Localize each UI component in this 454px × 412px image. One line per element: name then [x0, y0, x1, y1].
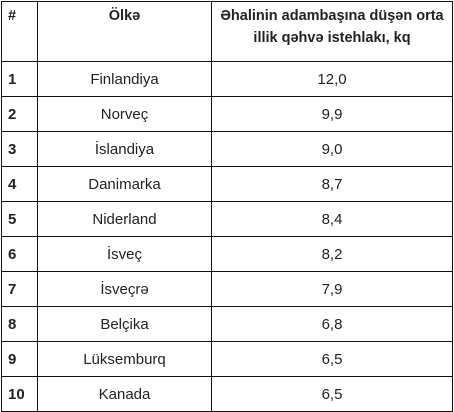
value-cell: 8,2 [211, 236, 453, 272]
value-cell: 8,4 [211, 201, 453, 237]
table-body: 1 Finlandiya 12,0 2 Norveç 9,9 3 İslandiya 9,0 4 D… [1, 61, 453, 412]
table-row: 2 Norveç 9,9 [1, 96, 453, 132]
header-cell: # [1, 1, 38, 62]
header-row: # Ölkə Əhalinin adambaşına düşən orta il… [1, 1, 453, 62]
table-row: 5 Niderland 8,4 [1, 201, 453, 237]
country-cell: Belçika [37, 306, 212, 342]
value-cell: 6,5 [211, 376, 453, 412]
header-cell: Əhalinin adambaşına düşən orta illik qəh… [211, 1, 453, 62]
value-cell: 8,7 [211, 166, 453, 202]
country-cell: Norveç [37, 96, 212, 132]
table-row: 10 Kanada 6,5 [1, 376, 453, 412]
table-row: 8 Belçika 6,8 [1, 306, 453, 342]
value-cell: 6,5 [211, 341, 453, 377]
rank-cell: 3 [1, 131, 38, 167]
rank-cell: 8 [1, 306, 38, 342]
value-cell: 12,0 [211, 61, 453, 97]
country-cell: Niderland [37, 201, 212, 237]
country-cell: Finlandiya [37, 61, 212, 97]
country-cell: Danimarka [37, 166, 212, 202]
value-cell: 9,0 [211, 131, 453, 167]
rank-cell: 7 [1, 271, 38, 307]
rank-cell: 6 [1, 236, 38, 272]
rank-cell: 4 [1, 166, 38, 202]
country-cell: Kanada [37, 376, 212, 412]
value-cell: 9,9 [211, 96, 453, 132]
country-cell: Lüksemburq [37, 341, 212, 377]
table-row: 3 İslandiya 9,0 [1, 131, 453, 167]
country-cell: İsveçrə [37, 271, 212, 307]
table-row: 7 İsveçrə 7,9 [1, 271, 453, 307]
table-row: 1 Finlandiya 12,0 [1, 61, 453, 97]
table-row: 4 Danimarka 8,7 [1, 166, 453, 202]
country-cell: İsveç [37, 236, 212, 272]
table-head: # Ölkə Əhalinin adambaşına düşən orta il… [1, 1, 453, 62]
table-row: 6 İsveç 8,2 [1, 236, 453, 272]
header-cell: Ölkə [37, 1, 212, 62]
rank-cell: 5 [1, 201, 38, 237]
table-row: 9 Lüksemburq 6,5 [1, 341, 453, 377]
rank-cell: 1 [1, 61, 38, 97]
country-cell: İslandiya [37, 131, 212, 167]
rank-cell: 10 [1, 376, 38, 412]
rank-cell: 2 [1, 96, 38, 132]
value-cell: 7,9 [211, 271, 453, 307]
value-cell: 6,8 [211, 306, 453, 342]
rank-cell: 9 [1, 341, 38, 377]
